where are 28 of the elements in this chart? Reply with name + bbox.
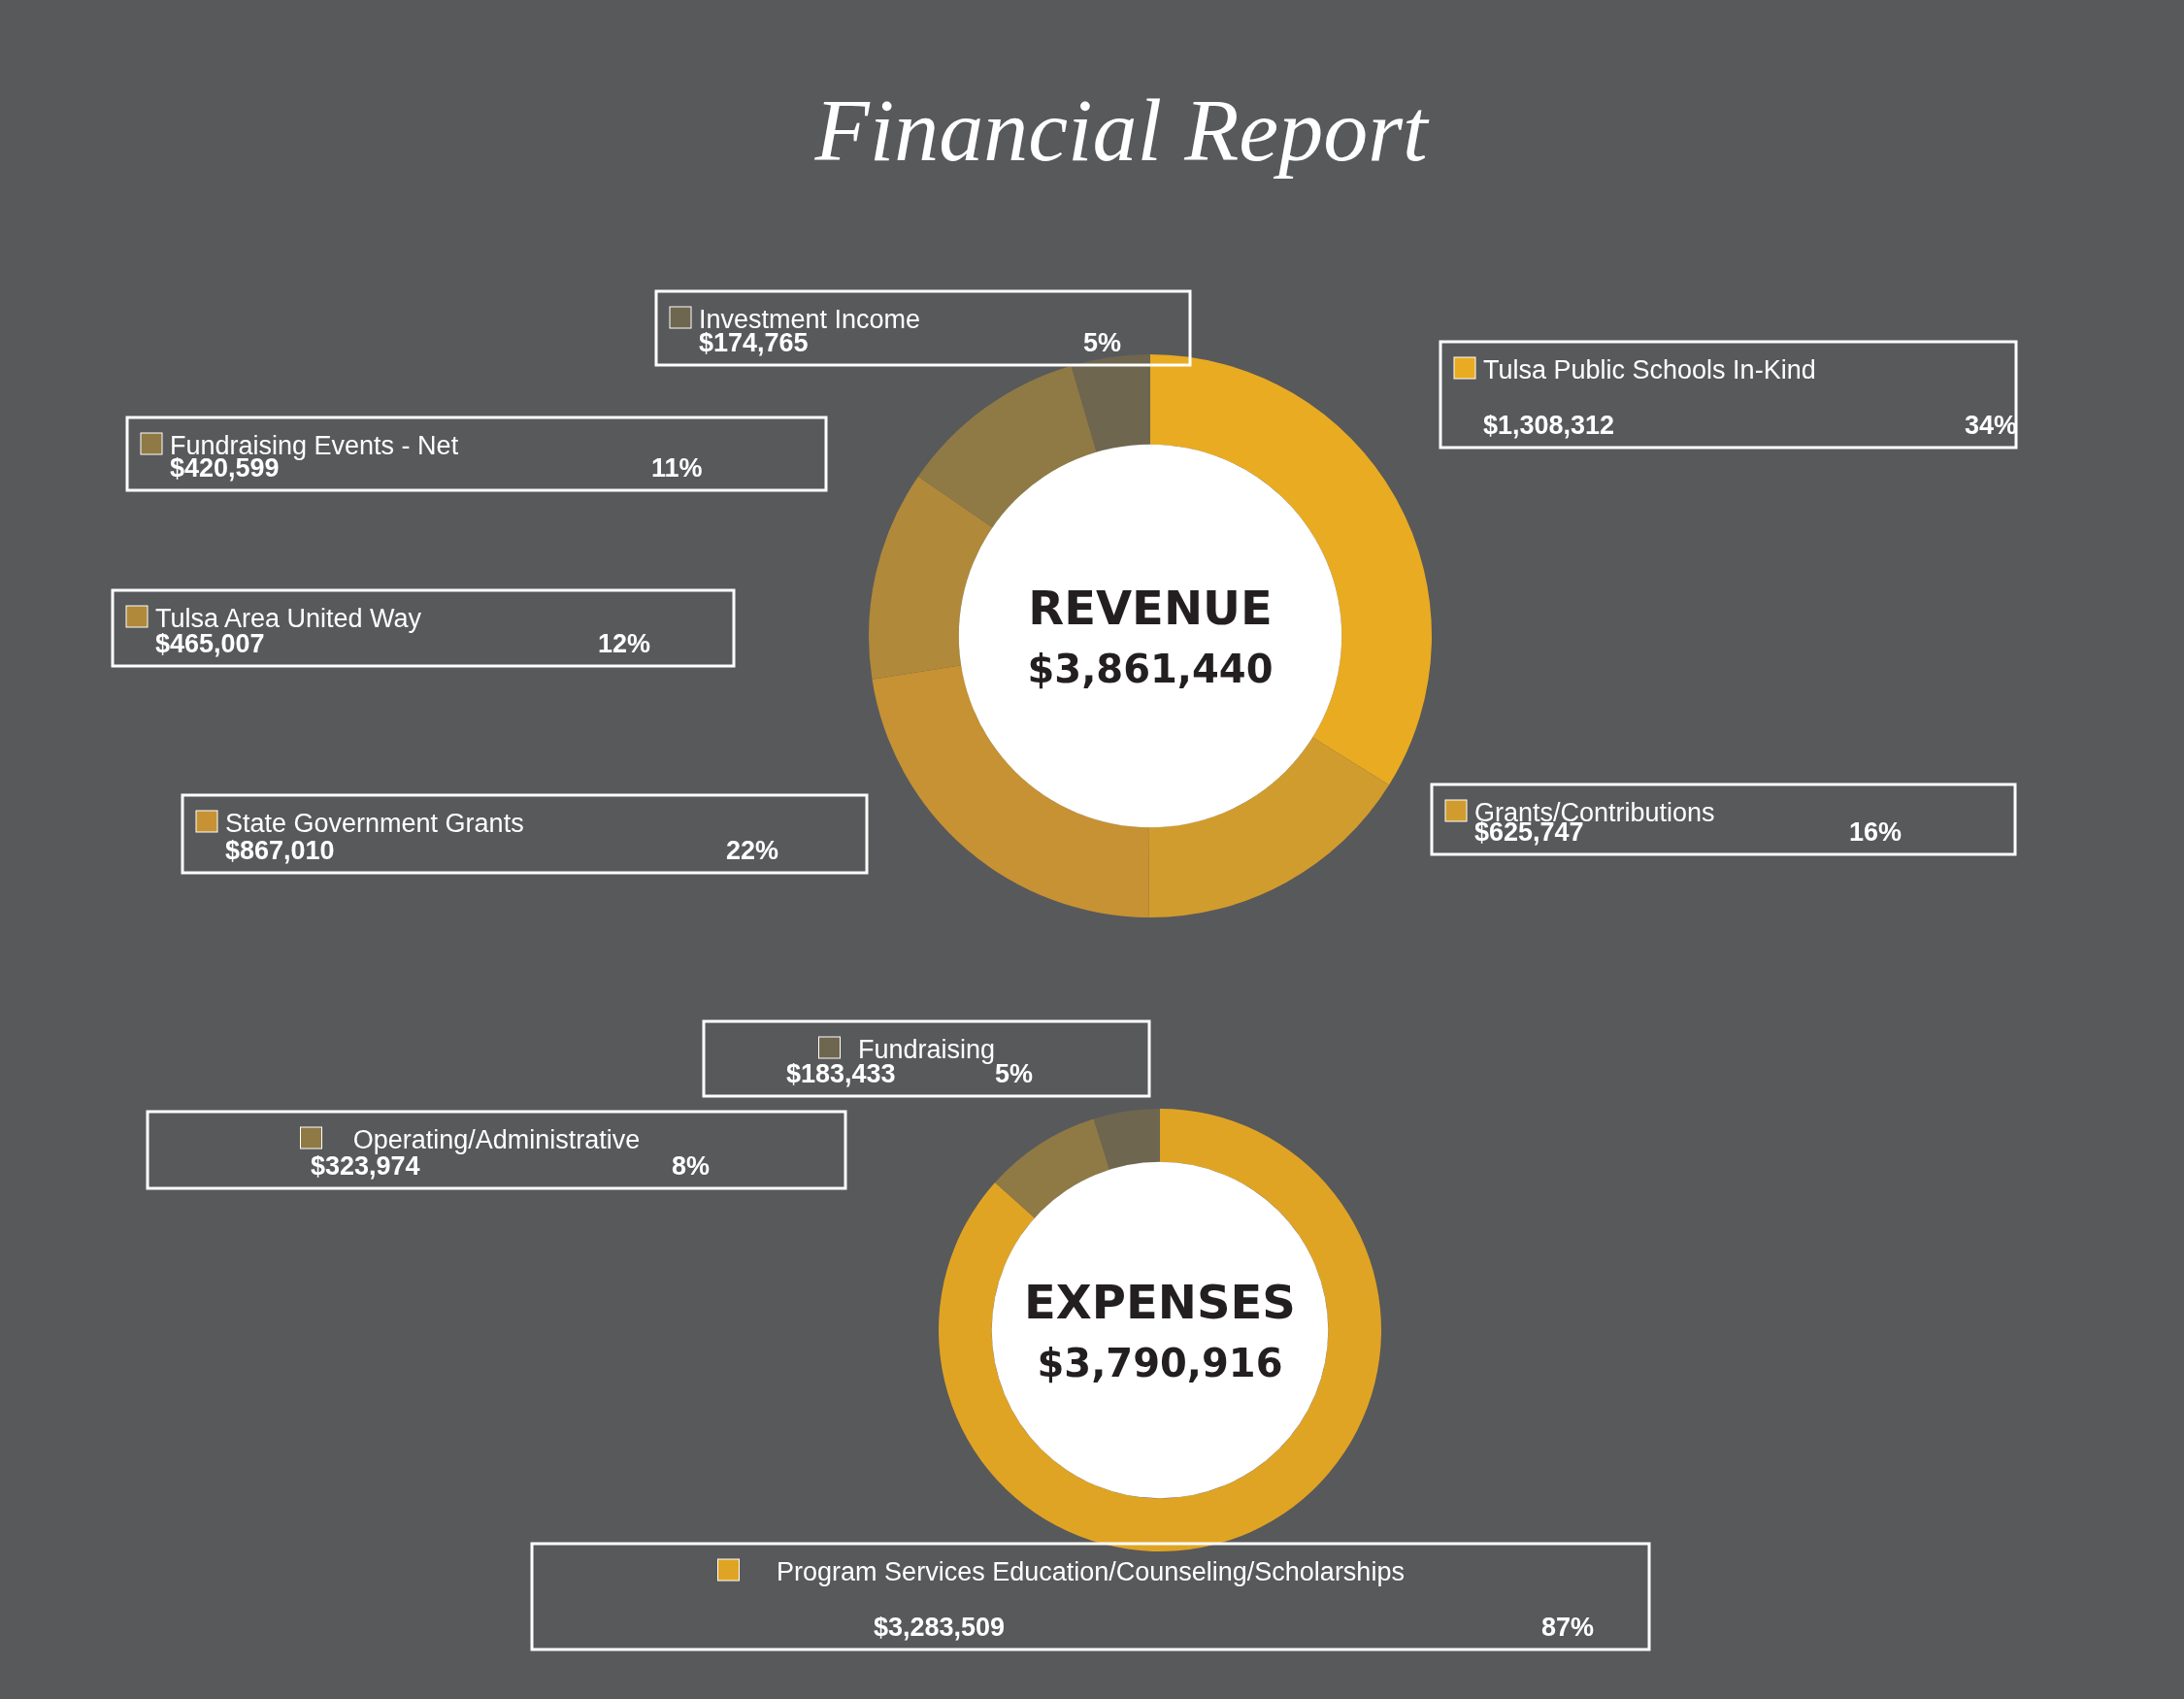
donut-slice: [869, 476, 993, 680]
donut-slice: [1093, 1109, 1160, 1170]
text: 12%: [598, 629, 651, 658]
text: $3,790,916: [1037, 1341, 1283, 1385]
donut-slice: [917, 365, 1097, 528]
text: 8%: [672, 1151, 711, 1181]
text: EXPENSES: [1024, 1275, 1296, 1329]
text: Financial Report: [813, 81, 1430, 180]
text: $3,861,440: [1027, 647, 1274, 691]
text: 34%: [1965, 411, 2018, 440]
text: 5%: [1083, 328, 1122, 357]
text: 22%: [726, 836, 779, 865]
donut-slice: [995, 1118, 1110, 1218]
data-label: $1,308,312: [1483, 411, 1615, 440]
legend-label: Program Services Education/Counseling/Scholarships: [777, 1557, 1405, 1586]
legend-label: State Government Grants: [225, 809, 524, 838]
text: 16%: [1849, 817, 1903, 847]
text: 87%: [1541, 1613, 1595, 1642]
text: 11%: [651, 453, 703, 483]
data-label: $3,283,509: [874, 1613, 1006, 1642]
legend-label: Tulsa Public Schools In-Kind: [1483, 355, 1816, 384]
text: REVENUE: [1028, 581, 1273, 635]
data-label: $174,765: [699, 328, 809, 357]
donut-slice: [939, 1109, 1381, 1551]
donut-slice: [1071, 354, 1150, 452]
text: 5%: [995, 1059, 1034, 1088]
legend-label: Operating/Administrative: [352, 1125, 641, 1154]
data-label: $867,010: [225, 836, 335, 865]
